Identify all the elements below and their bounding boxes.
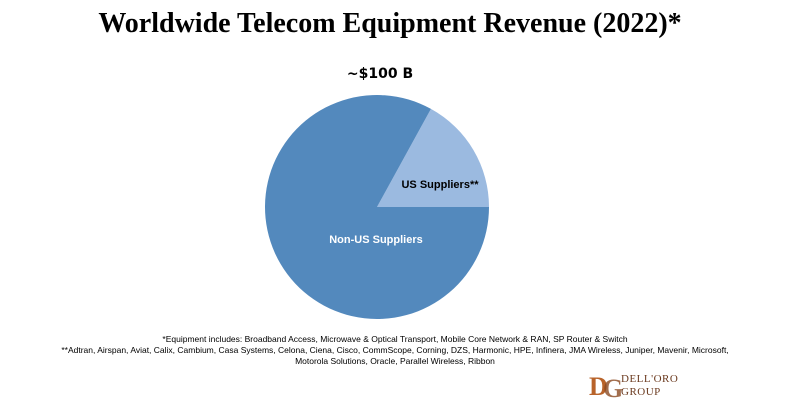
pie-slice-non-us-suppliers [265, 95, 489, 319]
pie-label-0: US Suppliers** [401, 179, 479, 191]
svg-text:G: G [603, 374, 623, 401]
svg-text:D: D [589, 372, 608, 401]
footnote-suppliers-cont: Motorola Solutions, Oracle, Parallel Wir… [295, 356, 495, 366]
footnote-suppliers: **Adtran, Airspan, Aviat, Calix, Cambium… [61, 345, 729, 355]
pie-slice-us-suppliers [377, 108, 489, 207]
logo-line-1: DELL'ORO [621, 373, 679, 385]
dello-oro-logo: D G [589, 372, 623, 401]
logo-line-2: GROUP [621, 386, 661, 398]
total-label: ~$100 B [346, 66, 414, 82]
chart-title: Worldwide Telecom Equipment Revenue (202… [98, 8, 682, 39]
pie-label-1: Non-US Suppliers [329, 234, 423, 246]
footnote-equipment: *Equipment includes: Broadband Access, M… [162, 334, 628, 344]
